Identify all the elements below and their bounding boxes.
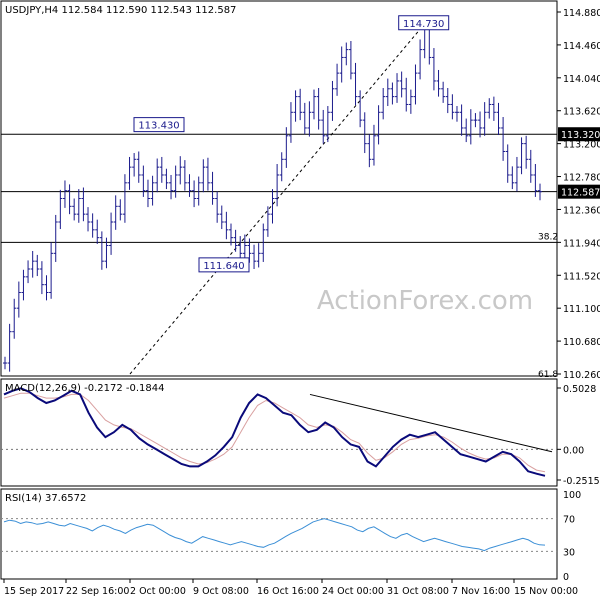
rsi-line [3, 518, 546, 552]
macd-line [3, 387, 546, 477]
fib-level-label: 38.2 [538, 232, 558, 242]
rsi-axis-label: 70 [563, 515, 575, 526]
price-axis-label: 114.460 [563, 41, 600, 52]
price-level-tag [558, 127, 600, 142]
x-axis-label: 2 Oct 00:00 [130, 586, 186, 597]
macd-axis-label: -0.2515 [563, 476, 600, 487]
fib-level-label-partial: 61.8 [538, 370, 558, 380]
rsi-title: RSI(14) 37.6572 [5, 493, 86, 504]
price-axis-label: 111.520 [563, 271, 600, 282]
price-annotation-label: 114.730 [403, 19, 444, 30]
price-axis-label: 112.360 [563, 205, 600, 216]
rsi-panel-frame [0, 488, 558, 580]
x-axis-label: 15 Nov 00:00 [514, 586, 578, 597]
rsi-axis-label: 30 [563, 547, 575, 558]
x-axis-label: 24 Oct 00:00 [322, 586, 384, 597]
rsi-axis-label: 0 [563, 572, 569, 583]
price-level-tag-text: 112.587 [561, 188, 600, 199]
x-axis-label: 16 Oct 16:00 [257, 586, 319, 597]
price-title: USDJPY,H4 112.584 112.590 112.543 112.58… [5, 5, 236, 16]
price-axis-label: 110.260 [563, 370, 600, 381]
macd-axis-label: 0.5028 [563, 384, 596, 395]
x-axis-label: 31 Oct 08:00 [387, 586, 449, 597]
price-annotation-label: 113.430 [138, 121, 179, 132]
price-axis-label: 111.940 [563, 238, 600, 249]
macd-panel-frame [0, 378, 558, 487]
price-axis-label: 110.680 [563, 337, 600, 348]
price-axis-label: 114.040 [563, 74, 600, 85]
macd-signal-line [3, 392, 546, 473]
price-panel-frame [0, 0, 558, 377]
price-axis-label: 111.100 [563, 304, 600, 315]
price-axis-label: 113.200 [563, 140, 600, 151]
x-axis-label: 7 Nov 16:00 [452, 586, 510, 597]
watermark: ActionForex.com [317, 286, 533, 316]
x-axis-label: 9 Oct 08:00 [193, 586, 249, 597]
x-axis-label: 22 Sep 16:00 [66, 586, 129, 597]
price-annotation-box [198, 257, 250, 273]
price-level-tag-text: 113.320 [561, 130, 600, 141]
macd-trendline [309, 393, 553, 453]
price-annotation-box [133, 117, 185, 133]
x-axis-label: 15 Sep 2017 [4, 586, 64, 597]
price-annotation-label: 111.640 [203, 261, 244, 272]
price-axis-label: 113.620 [563, 107, 600, 118]
price-annotation-box [398, 15, 450, 31]
macd-axis-label: 0.00 [563, 445, 584, 456]
price-axis-label: 112.780 [563, 173, 600, 184]
rsi-axis-label: 100 [563, 490, 581, 501]
price-level-tag [558, 184, 600, 199]
macd-title: MACD(12,26,9) -0.2172 -0.1844 [5, 383, 165, 394]
price-axis-label: 114.880 [563, 8, 600, 19]
